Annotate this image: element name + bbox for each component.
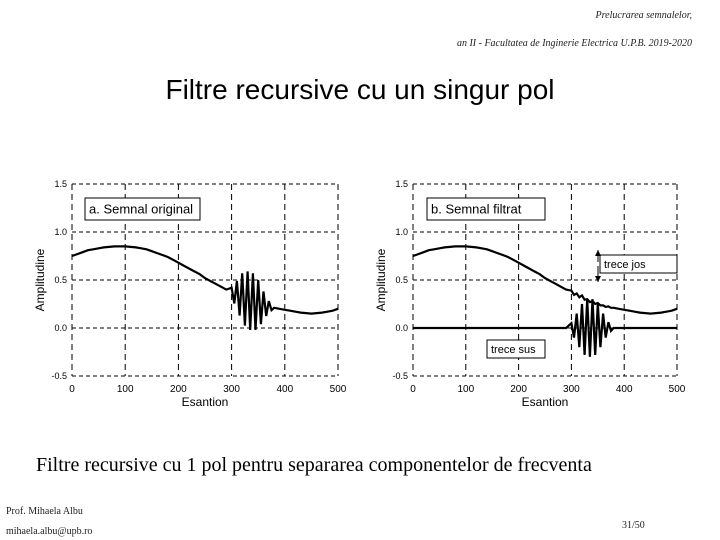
x-tick-label: 0 [69, 384, 75, 395]
x-tick-label: 200 [510, 384, 527, 395]
y-tick-label: 0.0 [54, 323, 67, 333]
x-axis-label: Esantion [182, 395, 229, 409]
footer-author: Prof. Mihaela Albu [6, 506, 83, 517]
x-tick-label: 200 [170, 384, 187, 395]
header-line: an II - Facultatea de Inginerie Electric… [456, 38, 692, 49]
footer-email: mihaela.albu@upb.ro [6, 526, 93, 537]
y-axis-label: Amplitudine [374, 248, 388, 311]
slide-title: Filtre recursive cu un singur pol [165, 74, 555, 105]
annotation: trece jos [604, 259, 646, 271]
y-tick-label: 1.5 [395, 179, 408, 189]
annotation-box [426, 197, 546, 221]
signal-line [412, 245, 678, 315]
annotation: b. Semnal filtrat [431, 202, 522, 217]
x-tick-label: 500 [330, 384, 347, 395]
annotation: trece sus [491, 344, 536, 356]
caption: Filtre recursive cu 1 pol pentru separar… [36, 454, 592, 476]
annotation-box [599, 254, 678, 274]
y-axis-label: Amplitudine [33, 248, 47, 311]
annotation-box [486, 339, 546, 359]
y-tick-label: -0.5 [51, 371, 67, 381]
signal-line [413, 299, 677, 357]
x-tick-label: 100 [117, 384, 134, 395]
x-tick-label: 400 [616, 384, 633, 395]
charts: -0.5 0.0 0.5 1.0 1.5 0 100 200 300 400 500 Esantion… [33, 179, 686, 409]
annotation-box [84, 197, 201, 221]
x-tick-label: 500 [669, 384, 686, 395]
y-tick-label: 0.5 [54, 275, 67, 285]
y-tick-label: 1.0 [54, 227, 67, 237]
x-tick-label: 400 [276, 384, 293, 395]
x-tick-label: 300 [563, 384, 580, 395]
x-tick-label: 0 [410, 384, 416, 395]
annotation: a. Semnal original [89, 202, 193, 217]
signal-line [71, 245, 339, 330]
y-tick-label: 0.0 [395, 323, 408, 333]
x-tick-label: 300 [223, 384, 240, 395]
page-number: 31/50 [622, 520, 645, 531]
y-tick-label: 0.5 [395, 275, 408, 285]
header-line: Prelucrarea semnalelor, [595, 10, 692, 21]
y-tick-label: 1.5 [54, 179, 67, 189]
x-tick-label: 100 [457, 384, 474, 395]
x-axis-label: Esantion [522, 395, 569, 409]
y-tick-label: 1.0 [395, 227, 408, 237]
y-tick-label: -0.5 [392, 371, 408, 381]
